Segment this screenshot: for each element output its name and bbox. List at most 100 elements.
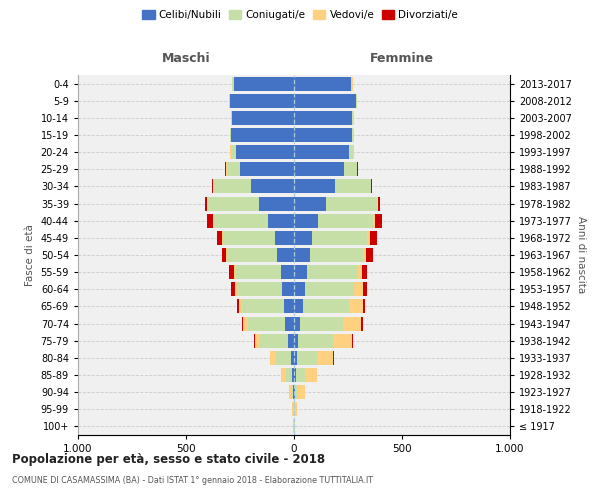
- Bar: [294, 282, 363, 296]
- Bar: [294, 385, 298, 399]
- Bar: [294, 402, 295, 416]
- Bar: [229, 94, 294, 108]
- Bar: [294, 111, 352, 125]
- Bar: [294, 420, 295, 434]
- Bar: [294, 316, 362, 330]
- Bar: [235, 265, 294, 279]
- Bar: [294, 300, 349, 314]
- Bar: [294, 385, 305, 399]
- Bar: [237, 300, 294, 314]
- Bar: [293, 420, 294, 434]
- Bar: [236, 145, 294, 159]
- Bar: [235, 282, 294, 296]
- Bar: [294, 231, 367, 245]
- Bar: [232, 76, 294, 90]
- Bar: [292, 402, 294, 416]
- Bar: [270, 351, 294, 365]
- Bar: [294, 94, 357, 108]
- Bar: [294, 111, 353, 125]
- Bar: [294, 76, 352, 90]
- Bar: [294, 111, 354, 125]
- Bar: [294, 145, 354, 159]
- Bar: [294, 265, 362, 279]
- Bar: [294, 196, 377, 210]
- Bar: [294, 300, 363, 314]
- Bar: [294, 402, 297, 416]
- Bar: [242, 300, 294, 314]
- Bar: [294, 94, 356, 108]
- Bar: [294, 368, 317, 382]
- Bar: [233, 265, 294, 279]
- Bar: [248, 316, 294, 330]
- Bar: [286, 316, 294, 330]
- Bar: [230, 128, 294, 142]
- Bar: [275, 351, 294, 365]
- Bar: [277, 248, 294, 262]
- Bar: [294, 162, 344, 176]
- Bar: [294, 248, 310, 262]
- Bar: [294, 162, 358, 176]
- Bar: [230, 145, 294, 159]
- Bar: [294, 385, 295, 399]
- Bar: [294, 94, 357, 108]
- Bar: [294, 402, 297, 416]
- Bar: [294, 265, 307, 279]
- Bar: [259, 334, 294, 347]
- Legend: Celibi/Nubili, Coniugati/e, Vedovi/e, Divorziati/e: Celibi/Nubili, Coniugati/e, Vedovi/e, Di…: [140, 8, 460, 22]
- Bar: [289, 385, 294, 399]
- Bar: [294, 162, 357, 176]
- Bar: [226, 248, 294, 262]
- Bar: [294, 128, 354, 142]
- Bar: [205, 196, 294, 210]
- Bar: [231, 111, 294, 125]
- Bar: [284, 300, 294, 314]
- Bar: [294, 368, 305, 382]
- Y-axis label: Fasce di età: Fasce di età: [25, 224, 35, 286]
- Bar: [294, 385, 305, 399]
- Bar: [294, 420, 295, 434]
- Bar: [227, 248, 294, 262]
- Bar: [213, 214, 294, 228]
- Bar: [294, 282, 355, 296]
- Bar: [232, 111, 294, 125]
- Bar: [287, 334, 294, 347]
- Bar: [294, 368, 317, 382]
- Bar: [291, 351, 294, 365]
- Bar: [294, 111, 354, 125]
- Bar: [214, 214, 294, 228]
- Bar: [294, 334, 298, 347]
- Bar: [294, 231, 370, 245]
- Bar: [294, 316, 343, 330]
- Bar: [226, 162, 294, 176]
- Bar: [217, 231, 294, 245]
- Bar: [294, 231, 313, 245]
- Text: Femmine: Femmine: [370, 52, 434, 64]
- Bar: [294, 334, 352, 347]
- Bar: [294, 145, 353, 159]
- Bar: [294, 180, 373, 194]
- Bar: [294, 282, 305, 296]
- Bar: [294, 351, 297, 365]
- Bar: [230, 145, 294, 159]
- Bar: [232, 282, 294, 296]
- Bar: [294, 334, 333, 347]
- Bar: [232, 111, 294, 125]
- Bar: [291, 385, 294, 399]
- Bar: [230, 128, 294, 142]
- Text: Maschi: Maschi: [161, 52, 211, 64]
- Bar: [255, 334, 294, 347]
- Bar: [294, 248, 373, 262]
- Text: Popolazione per età, sesso e stato civile - 2018: Popolazione per età, sesso e stato civil…: [12, 452, 325, 466]
- Bar: [294, 196, 326, 210]
- Bar: [293, 402, 294, 416]
- Bar: [294, 76, 353, 90]
- Bar: [226, 162, 294, 176]
- Bar: [294, 196, 378, 210]
- Bar: [294, 128, 353, 142]
- Bar: [282, 282, 294, 296]
- Bar: [281, 368, 294, 382]
- Bar: [206, 214, 294, 228]
- Bar: [294, 316, 361, 330]
- Text: COMUNE DI CASAMASSIMA (BA) - Dati ISTAT 1° gennaio 2018 - Elaborazione TUTTITALI: COMUNE DI CASAMASSIMA (BA) - Dati ISTAT …: [12, 476, 373, 485]
- Bar: [286, 368, 294, 382]
